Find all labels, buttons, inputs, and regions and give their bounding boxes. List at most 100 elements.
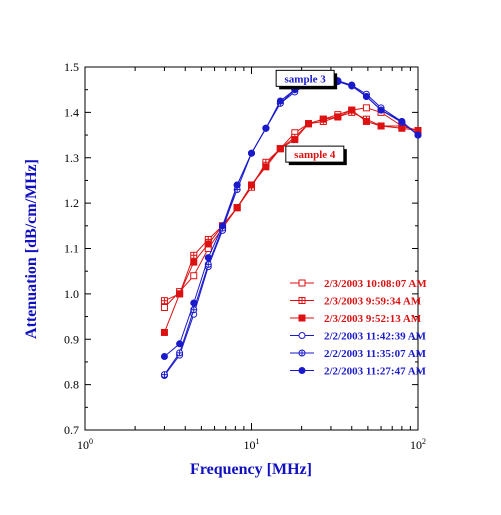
marker-shape [377,106,385,114]
data-point [248,149,255,157]
legend-entry: 2/3/2003 10:08:07 AM [290,278,427,290]
data-point [204,240,212,248]
data-point [160,352,168,360]
legend-label: 2/3/2003 10:08:07 AM [324,278,427,290]
legend-entry: 2/2/2003 11:35:07 AM [290,348,427,360]
marker-shape [362,92,370,100]
annotation-label: sample 4 [294,149,336,161]
legend-label: 2/2/2003 11:42:39 AM [324,331,427,343]
data-point [348,106,356,114]
marker-shape [319,115,327,123]
marker-shape [298,279,306,287]
data-point [190,299,198,307]
data-point [398,124,406,132]
marker-shape [305,120,313,128]
y-tick-label: 1.1 [64,242,79,256]
marker-shape [204,240,212,248]
marker-shape [414,131,422,139]
marker-shape [160,328,168,336]
marker-shape [276,97,284,105]
marker-shape [348,81,356,89]
x-tick-mantissa: 10 [244,438,256,452]
marker-shape [160,352,168,360]
annotation-box [275,69,335,87]
data-point [248,181,255,189]
marker-shape [362,117,370,125]
data-point [334,113,342,121]
data-point [362,92,370,100]
x-tick-exponent: 2 [422,437,426,446]
data-point [190,258,198,266]
legend-marker [298,314,306,322]
data-point [362,117,370,125]
data-point [160,303,168,311]
marker-shape [204,254,212,262]
data-point [276,145,284,153]
legend-label: 2/3/2003 9:52:13 AM [324,313,422,325]
marker-shape [348,106,356,114]
y-tick-label: 1.3 [64,151,79,165]
data-point [160,297,168,305]
legend-marker [298,367,306,374]
legend-entry: 2/3/2003 9:52:13 AM [290,313,422,325]
y-axis-title: Attenuation [dB/cm/MHz] [23,159,40,339]
legend-entry: 2/2/2003 11:27:47 AM [290,366,427,378]
marker-shape [248,181,255,189]
legend-label: 2/2/2003 11:27:47 AM [324,366,427,378]
data-point [176,290,184,298]
marker-shape [334,113,342,121]
data-point [262,163,270,171]
annotations: sample 3 sample 4 [275,69,347,166]
x-axis-title: Frequency [MHz] [190,461,312,478]
marker-shape [190,272,198,280]
annotation-box [285,145,345,163]
data-point [362,104,370,112]
marker-shape [398,117,406,125]
x-tick-mantissa: 10 [77,438,89,452]
y-tick-label: 0.8 [64,378,79,392]
marker-shape [362,104,370,112]
marker-shape [262,124,270,132]
x-tick-label: 100 [77,437,93,452]
legend-entry: 2/3/2003 9:59:34 AM [290,296,422,308]
marker-shape [160,303,168,311]
marker-shape [298,314,306,322]
y-tick-label: 1.0 [64,287,79,301]
series-layer [160,76,422,380]
marker-shape [298,332,306,339]
marker-shape [176,290,184,298]
data-point [190,272,198,280]
y-tick-label: 1.5 [64,60,79,74]
data-point [204,254,212,262]
marker-shape [262,163,270,171]
data-point [176,349,184,357]
x-tick-label: 102 [410,437,426,452]
marker-shape [291,136,299,144]
data-point [319,115,327,123]
legend-label: 2/3/2003 9:59:34 AM [324,296,422,308]
legend-label: 2/2/2003 11:35:07 AM [324,348,427,360]
legend-entry: 2/2/2003 11:42:39 AM [290,331,427,343]
legend-marker [298,332,306,339]
marker-shape [377,122,385,130]
data-point [377,106,385,114]
marker-shape [233,181,241,189]
x-tick-exponent: 0 [89,437,93,446]
legend-marker [298,279,306,287]
data-point [160,328,168,336]
data-point [291,136,299,144]
data-point [160,371,168,379]
marker-shape [276,145,284,153]
data-point [377,122,385,130]
data-point [276,97,284,105]
data-point [398,117,406,125]
annotation-sample-3: sample 3 [275,69,338,90]
data-point [219,222,227,230]
annotation-label: sample 3 [285,73,327,85]
data-point [190,251,198,259]
y-tick-label: 1.4 [64,105,79,119]
data-point [262,124,270,132]
data-point [233,204,241,212]
marker-shape [233,204,241,212]
